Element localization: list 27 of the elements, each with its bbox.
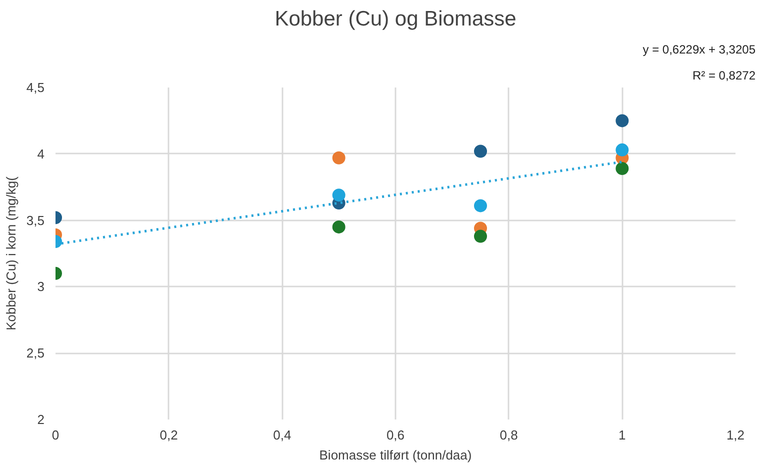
- point: [332, 188, 346, 202]
- point: [332, 151, 346, 164]
- y-axis-title: Kobber (Cu) i korn (mg/kg(: [3, 176, 18, 330]
- text: R² = 0,8272: [692, 68, 756, 82]
- chart-title: Kobber (Cu) og Biomasse: [274, 8, 516, 30]
- x-tick-label: 0,2: [160, 428, 178, 442]
- y-tick-label: 4,5: [26, 80, 45, 95]
- x-tick-label: 0: [52, 428, 60, 442]
- point: [474, 199, 487, 212]
- point: [616, 162, 629, 175]
- x-tick-label: 1: [618, 428, 626, 442]
- x-tick-label: 0,8: [500, 428, 518, 442]
- point: [616, 143, 629, 156]
- x-tick-label: 0,6: [386, 428, 405, 442]
- point: [616, 114, 629, 128]
- y-tick-label: 4: [37, 146, 45, 162]
- point: [474, 144, 487, 158]
- text: y = 0,6229x + 3,3205: [642, 42, 756, 56]
- y-tick-label: 3,5: [26, 212, 45, 228]
- x-axis-title: Biomasse tilført (tonn/daa): [319, 448, 472, 462]
- point: [332, 220, 346, 234]
- x-tick-label: 1,2: [726, 428, 745, 442]
- y-tick-label: 3: [37, 279, 45, 294]
- y-tick-label: 2: [37, 412, 45, 427]
- x-tick-label: 0,4: [273, 428, 292, 442]
- point: [474, 230, 487, 243]
- y-tick-label: 2,5: [26, 346, 45, 361]
